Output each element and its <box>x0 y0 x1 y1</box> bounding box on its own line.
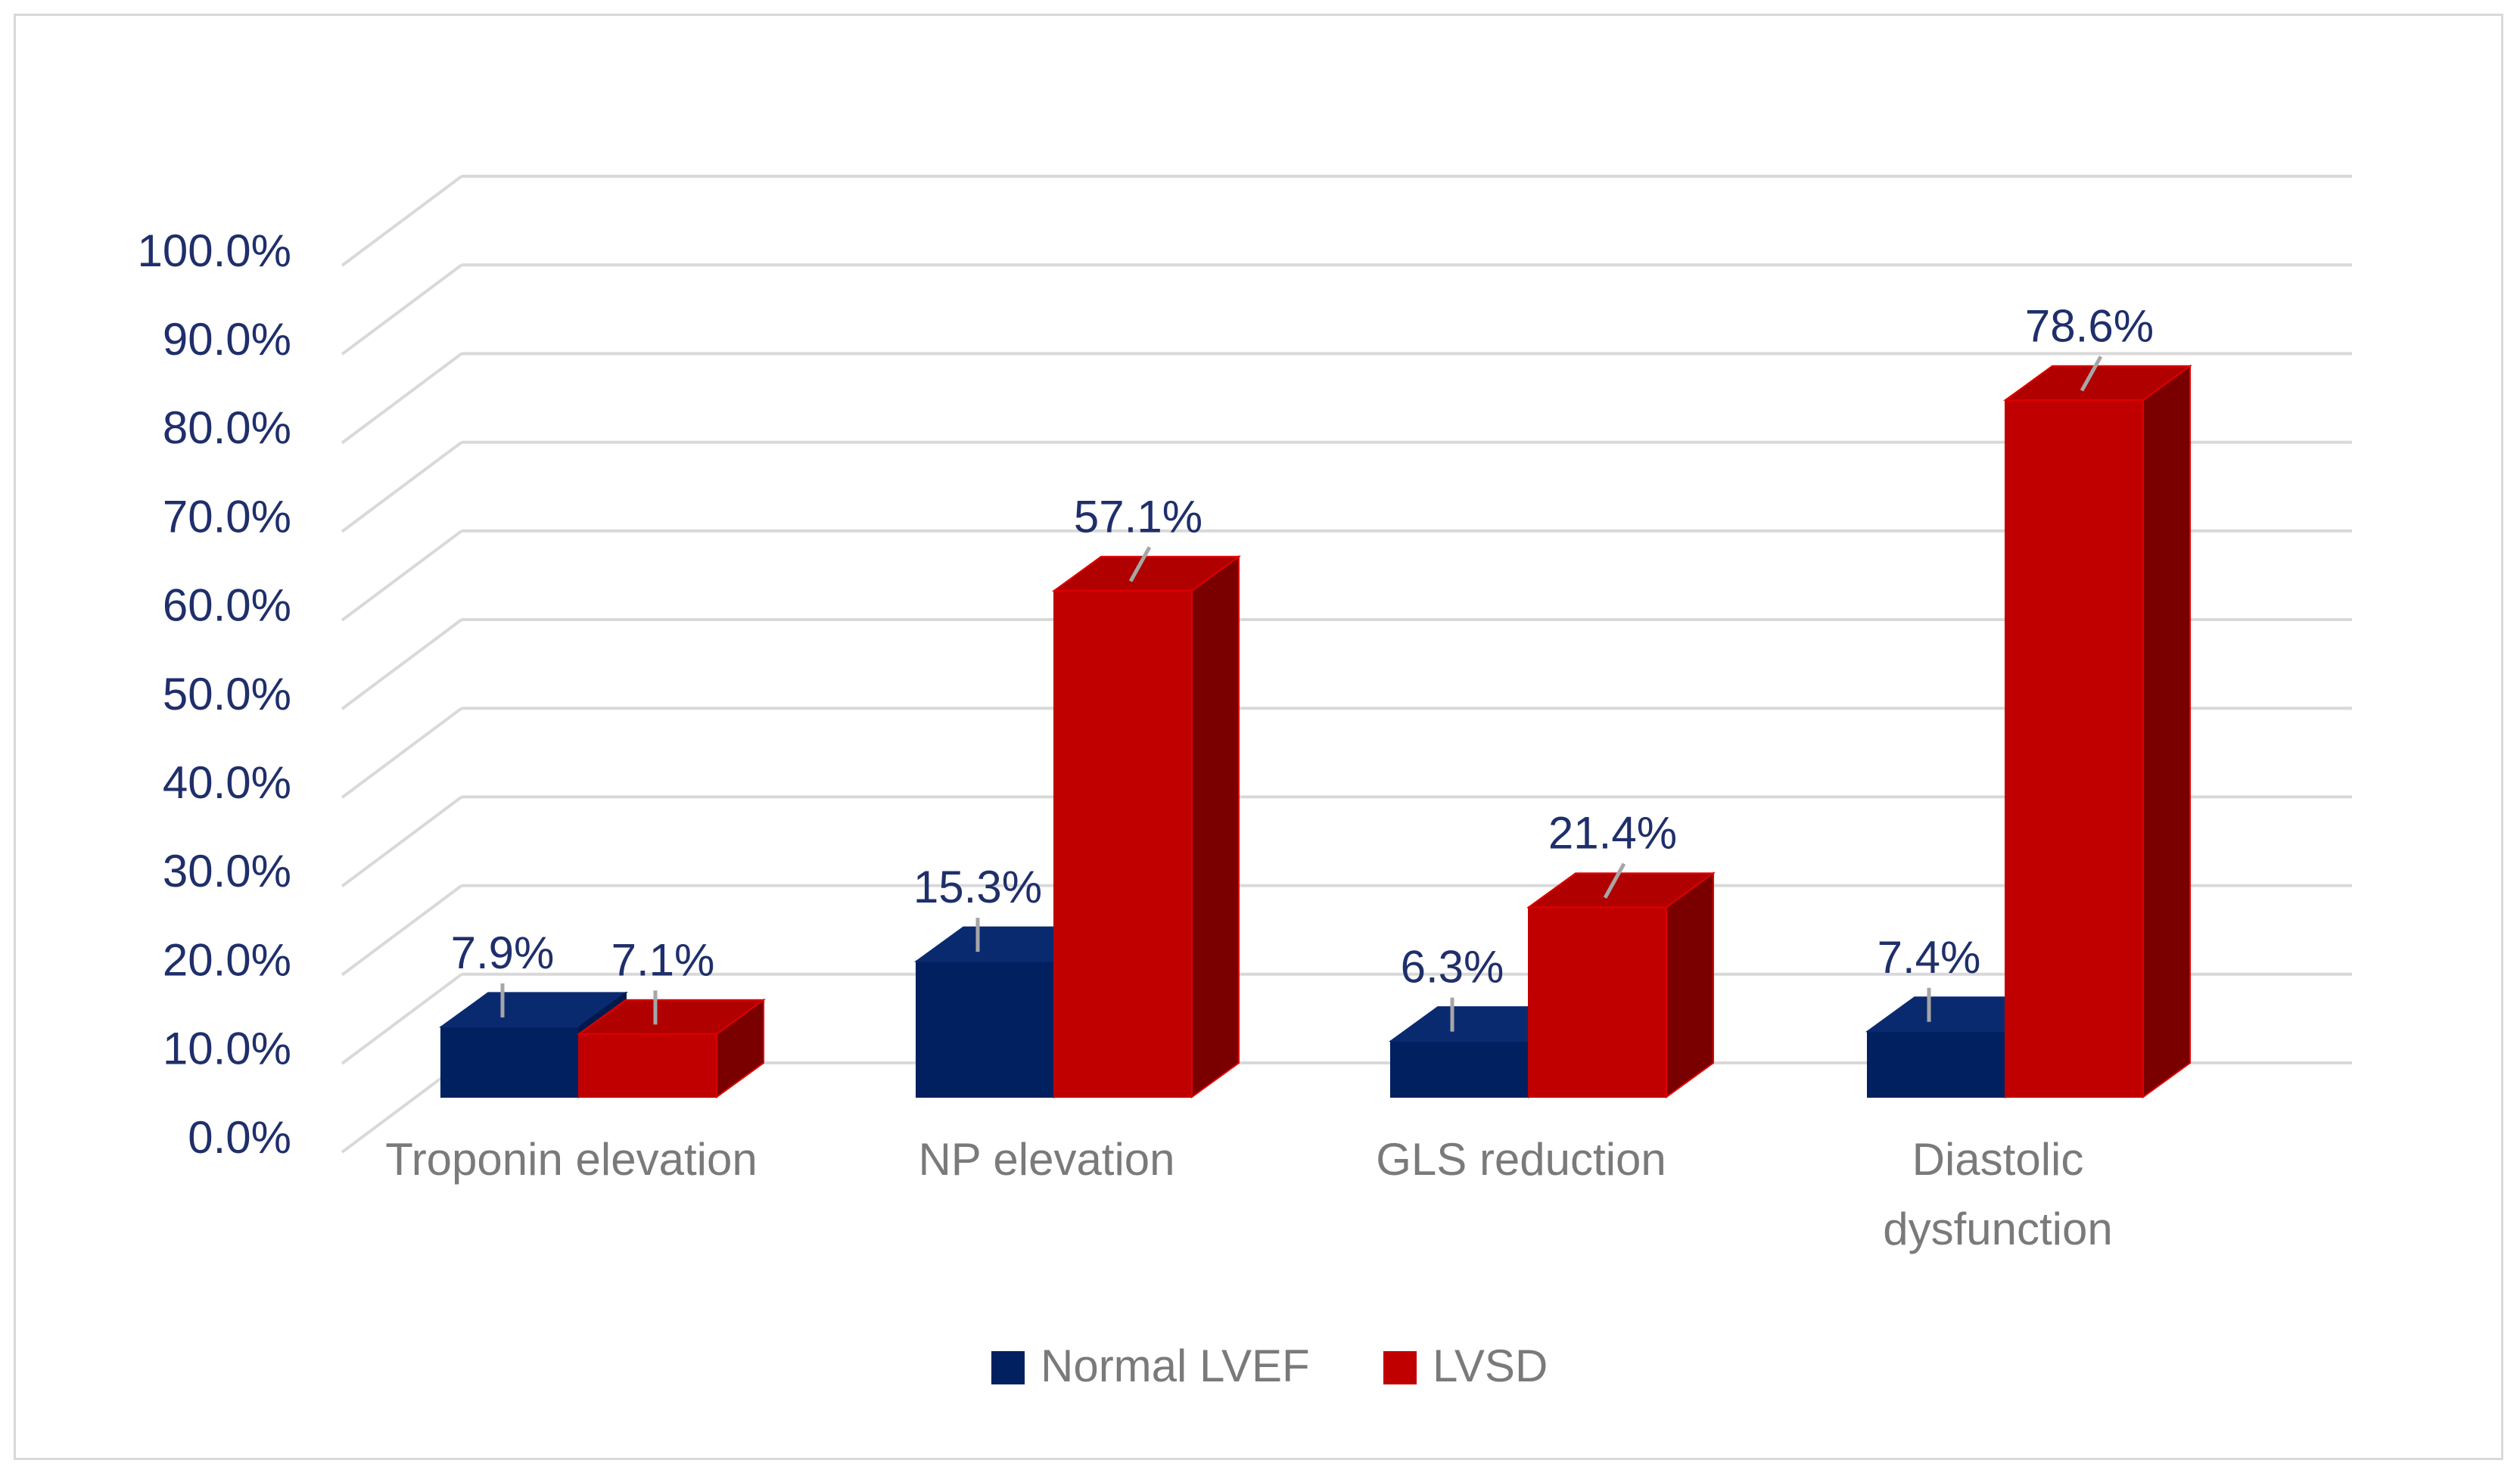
y-tick-label: 60.0% <box>163 580 291 631</box>
bar-front <box>916 960 1055 1098</box>
data-label: 21.4% <box>1548 808 1677 859</box>
bar-side <box>716 998 764 1098</box>
gridline-depth <box>341 440 463 533</box>
bar-lvsd <box>2002 364 2193 1098</box>
y-tick-label: 100.0% <box>138 225 292 276</box>
leader-line <box>1603 862 1626 899</box>
category-label: dysfunction <box>1883 1204 2113 1254</box>
category-label: GLS reduction <box>1376 1134 1666 1185</box>
bar-front <box>1390 1040 1529 1098</box>
bar-front <box>578 1033 717 1098</box>
gridline-depth <box>341 618 463 710</box>
gridline-depth <box>341 973 463 1065</box>
gridline-depth <box>341 263 463 356</box>
bar-front <box>1053 589 1193 1098</box>
gridline-depth <box>341 530 463 622</box>
data-label: 78.6% <box>2025 300 2154 351</box>
leader-line <box>1128 546 1152 583</box>
bar-lvsd <box>1526 872 1716 1098</box>
bars <box>438 364 2193 1098</box>
data-label: 57.1% <box>1074 491 1202 542</box>
data-label: 7.1% <box>611 934 715 985</box>
y-tick-label: 0.0% <box>188 1112 291 1163</box>
bar-side <box>1666 872 1714 1098</box>
y-tick-label: 80.0% <box>163 402 291 453</box>
legend-swatch <box>991 1351 1025 1384</box>
y-tick-label: 10.0% <box>163 1024 291 1074</box>
data-label: 15.3% <box>913 862 1042 912</box>
data-labels: 7.9% 15.3% 6.3% 7.4% 7.1% 57.1% 21.4% 78.6% <box>451 300 2154 1032</box>
bar-front <box>440 1026 580 1098</box>
gridline-depth <box>341 707 463 799</box>
bar-front <box>1867 1030 2006 1098</box>
y-axis-ticks: 0.0% 10.0% 20.0% 30.0% 40.0% 50.0% 60.0% 70.0% 8… <box>138 225 292 1163</box>
bar-side <box>2142 364 2191 1098</box>
legend: Normal LVEF LVSD <box>991 1341 1548 1391</box>
y-tick-label: 30.0% <box>163 846 291 896</box>
gridline-depth <box>341 352 463 445</box>
legend-swatch <box>1383 1351 1417 1384</box>
category-label: NP elevation <box>918 1134 1174 1185</box>
y-tick-label: 90.0% <box>163 314 291 365</box>
bar-front <box>1528 906 1667 1098</box>
legend-label: Normal LVEF <box>1041 1341 1310 1391</box>
category-label: Diastolic <box>1912 1134 2084 1185</box>
bar-lvsd <box>1051 555 1242 1098</box>
x-axis-categories: Troponin elevation NP elevation GLS reduct… <box>385 1134 2112 1254</box>
y-tick-label: 50.0% <box>163 669 291 719</box>
y-tick-label: 70.0% <box>163 491 291 542</box>
bar-front <box>2005 399 2144 1098</box>
bar-lvsd <box>576 998 767 1098</box>
bar-side <box>1191 555 1240 1098</box>
y-tick-label: 20.0% <box>163 934 291 985</box>
y-tick-label: 40.0% <box>163 757 291 808</box>
gridline-depth <box>341 884 463 977</box>
data-label: 6.3% <box>1401 942 1504 993</box>
category-label: Troponin elevation <box>385 1134 757 1185</box>
leader-line <box>2080 356 2103 392</box>
data-label: 7.4% <box>1878 932 1981 983</box>
gridline-depth <box>341 175 463 267</box>
data-label: 7.9% <box>451 927 555 978</box>
legend-label: LVSD <box>1433 1341 1548 1391</box>
gridline-depth <box>341 795 463 888</box>
